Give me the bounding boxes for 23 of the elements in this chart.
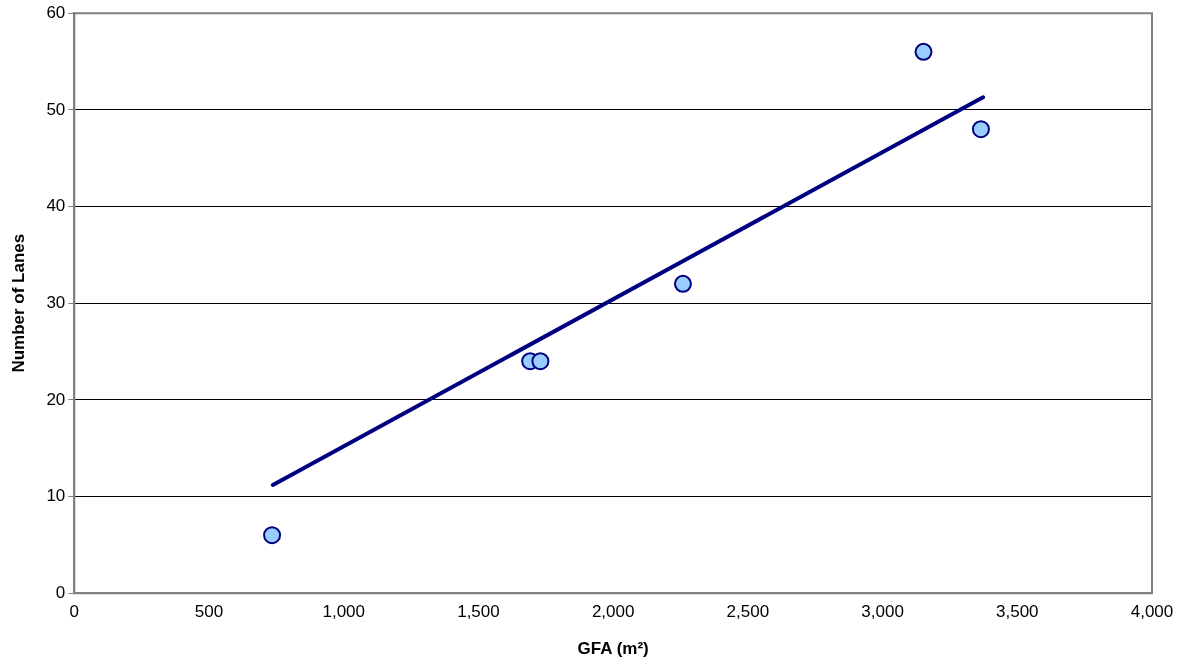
x-tick-label: 4,000: [1130, 602, 1174, 622]
y-tick-label: 20: [46, 389, 66, 409]
point: [531, 352, 550, 371]
y-tick-label: 50: [46, 99, 66, 119]
x-axis-title: GFA (m²): [577, 639, 649, 659]
x-tick-label: 2,000: [591, 602, 635, 622]
x-tick-label: 3,000: [861, 602, 904, 622]
point: [263, 526, 282, 545]
point: [971, 120, 990, 139]
y-tick-label: 30: [46, 292, 66, 312]
point: [914, 42, 933, 61]
y-tick-label: 60: [46, 2, 66, 22]
y-tick-label: 40: [46, 196, 66, 216]
x-tick-label: 1,500: [457, 602, 500, 622]
x-tick-label: 1,000: [322, 602, 366, 622]
x-tick-label: 0: [69, 602, 80, 622]
y-tick-label: 0: [55, 582, 66, 602]
y-tick-label: 10: [46, 486, 66, 506]
point: [673, 274, 692, 293]
x-tick-label: 2,500: [726, 602, 770, 622]
x-tick-label: 3,500: [996, 602, 1039, 622]
x-tick-label: 500: [194, 602, 224, 622]
y-axis-title: Number of Lanes: [8, 233, 28, 373]
